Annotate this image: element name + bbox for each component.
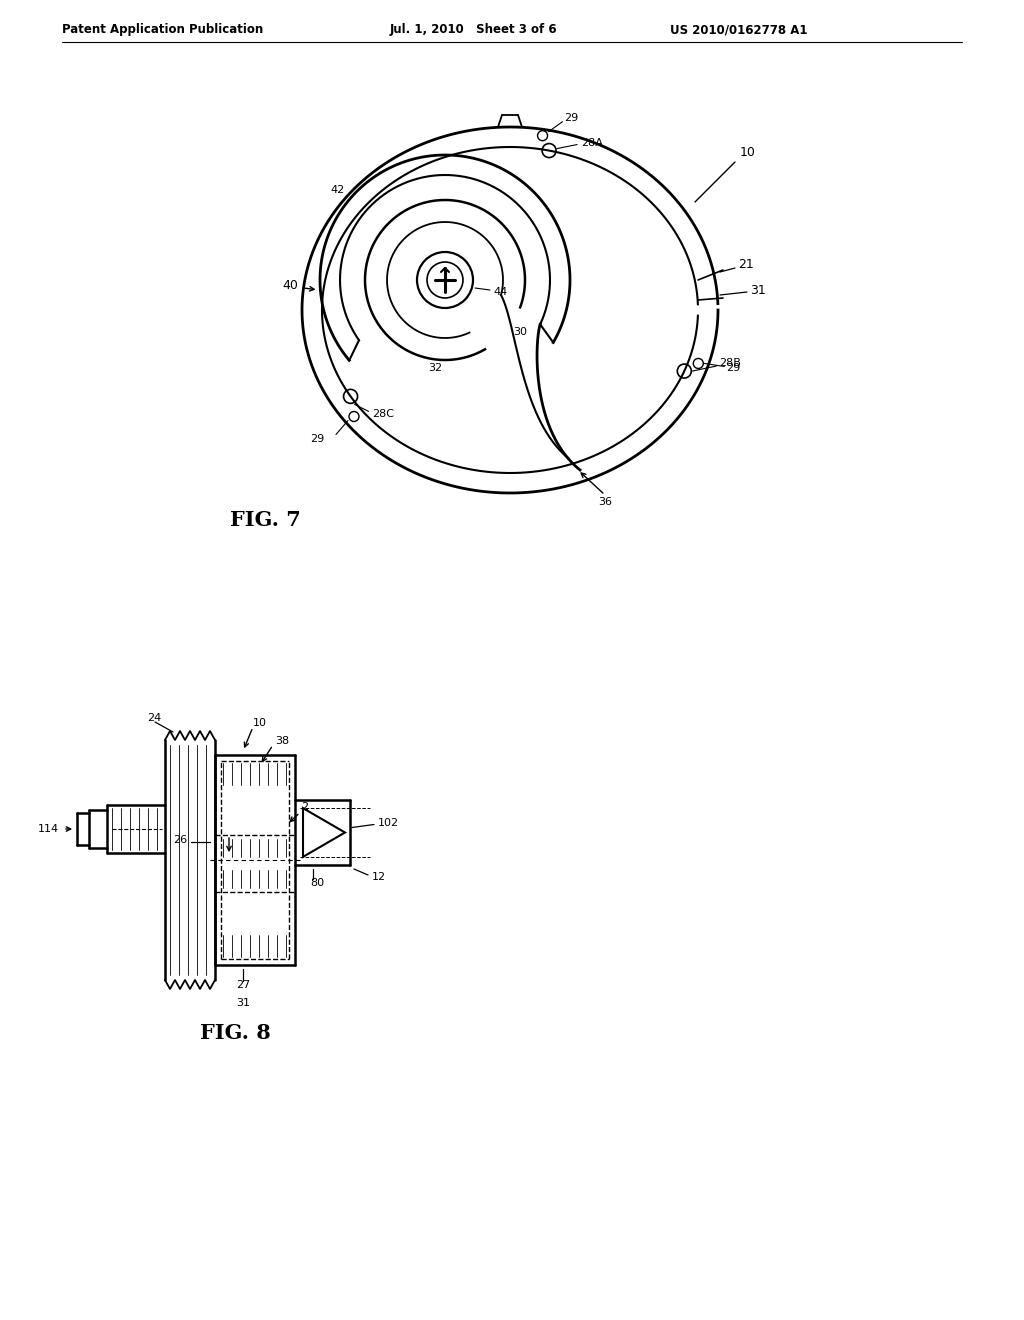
Text: 30: 30 [513,327,527,337]
Text: 29: 29 [726,363,740,374]
Text: 10: 10 [253,718,267,729]
Text: 29: 29 [564,112,579,123]
Text: 28A: 28A [581,137,603,148]
Text: 21: 21 [738,259,754,272]
Text: 38: 38 [275,737,289,746]
Text: 28B: 28B [719,358,741,368]
Text: Jul. 1, 2010   Sheet 3 of 6: Jul. 1, 2010 Sheet 3 of 6 [390,24,558,37]
Text: 29: 29 [309,433,324,444]
Text: 114: 114 [38,824,59,834]
Text: 2: 2 [301,803,308,813]
Text: 28C: 28C [373,409,394,420]
Text: 42: 42 [331,185,345,195]
Text: 102: 102 [378,817,399,828]
Text: 27: 27 [236,979,250,990]
Text: 32: 32 [428,363,442,374]
Text: 24: 24 [147,713,161,723]
Text: FIG. 8: FIG. 8 [200,1023,270,1043]
Text: 80: 80 [310,878,325,888]
Text: US 2010/0162778 A1: US 2010/0162778 A1 [670,24,808,37]
Text: 40: 40 [283,280,298,293]
Text: 31: 31 [236,998,250,1008]
Text: 44: 44 [493,286,507,297]
Text: 31: 31 [750,284,766,297]
Text: FIG. 7: FIG. 7 [230,510,301,531]
Text: 26: 26 [173,836,187,845]
Text: 12: 12 [372,873,386,882]
Text: 10: 10 [740,145,756,158]
Text: Patent Application Publication: Patent Application Publication [62,24,263,37]
Text: 36: 36 [598,498,612,507]
